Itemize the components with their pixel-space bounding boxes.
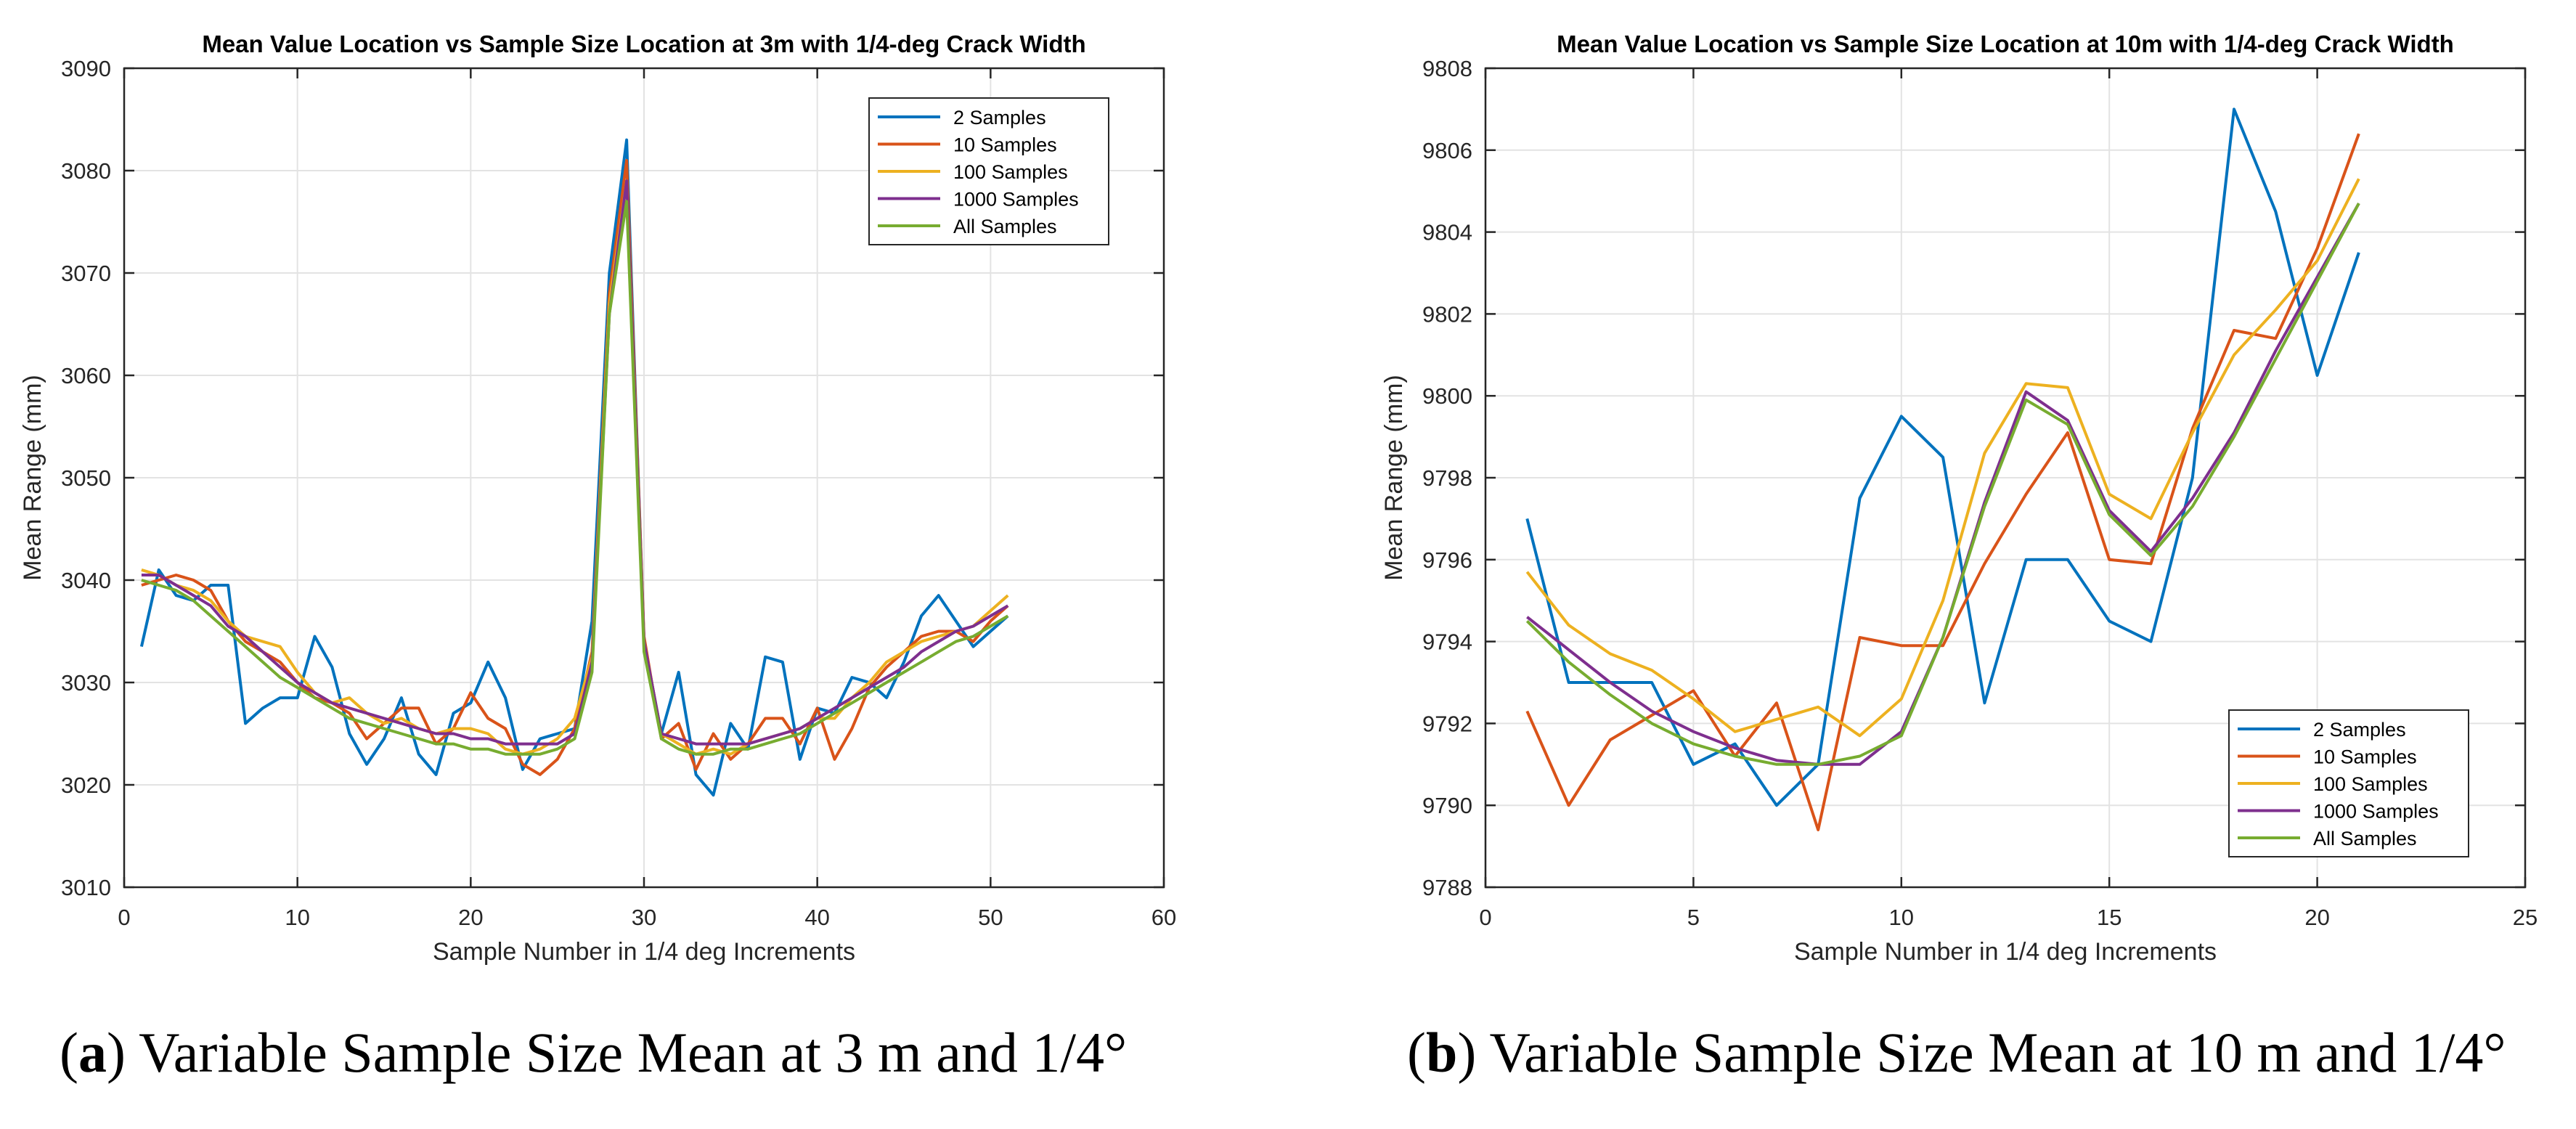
x-tick-label: 50 — [978, 905, 1003, 930]
chart-b: 0 5 10 15 20 25 9788 9790 9792 9794 9796 9798 9800 98… — [1380, 30, 2538, 966]
legend-label: All Samples — [2313, 828, 2417, 849]
y-tick-label: 3080 — [61, 158, 111, 184]
y-axis-label: Mean Range (mm) — [1380, 375, 1408, 580]
y-tick-label: 3050 — [61, 465, 111, 491]
y-tick-label: 3060 — [61, 363, 111, 388]
legend-label: 1000 Samples — [2313, 801, 2439, 823]
caption-a: (a) Variable Sample Size Mean at 3 m and… — [60, 1021, 1128, 1084]
chart-title: Mean Value Location vs Sample Size Locat… — [202, 30, 1085, 57]
x-tick-label: 0 — [1479, 905, 1491, 930]
legend-label: 1000 Samples — [953, 189, 1079, 211]
y-tick-label: 3070 — [61, 261, 111, 286]
caption-b-text: Variable Sample Size Mean at 10 m and 1/… — [1489, 1021, 2506, 1084]
series-line — [1525, 107, 2360, 807]
caption-b-letter: b — [1425, 1021, 1458, 1084]
y-tick-label: 9788 — [1422, 875, 1472, 900]
y-tick-label: 3040 — [61, 568, 111, 593]
y-tick-label: 9790 — [1422, 793, 1472, 818]
legend-label: All Samples — [953, 216, 1057, 237]
y-tick-label: 9804 — [1422, 220, 1472, 245]
x-tick-label: 10 — [1889, 905, 1914, 930]
y-tick-label: 9796 — [1422, 547, 1472, 573]
x-tick-label: 0 — [118, 905, 130, 930]
series-line — [1525, 203, 2360, 766]
x-tick-label: 20 — [2304, 905, 2329, 930]
legend-label: 100 Samples — [953, 161, 1068, 183]
y-tick-label: 9802 — [1422, 301, 1472, 327]
y-tick-label: 3010 — [61, 875, 111, 900]
y-tick-label: 9798 — [1422, 465, 1472, 491]
x-tick-label: 30 — [632, 905, 656, 930]
legend: 2 Samples 10 Samples 100 Samples 1000 Sampl… — [2228, 709, 2469, 857]
y-tick-label: 9792 — [1422, 711, 1472, 736]
series-line — [141, 179, 1009, 756]
caption-b: (b) Variable Sample Size Mean at 10 m an… — [1407, 1021, 2506, 1084]
x-tick-label: 40 — [804, 905, 829, 930]
x-tick-label: 25 — [2513, 905, 2538, 930]
y-tick-label: 9806 — [1422, 138, 1472, 163]
series-line — [141, 200, 1009, 756]
legend-label: 10 Samples — [953, 134, 1057, 156]
legend-label: 10 Samples — [2313, 746, 2417, 768]
chart-title: Mean Value Location vs Sample Size Locat… — [1557, 30, 2454, 57]
y-tick-label: 3030 — [61, 670, 111, 696]
caption-a-text: Variable Sample Size Mean at 3 m and 1/4… — [139, 1021, 1128, 1084]
y-tick-label: 9800 — [1422, 383, 1472, 409]
y-axis-label: Mean Range (mm) — [19, 375, 46, 580]
x-tick-label: 5 — [1687, 905, 1700, 930]
x-tick-label: 20 — [458, 905, 483, 930]
y-tick-label: 3020 — [61, 773, 111, 798]
legend-label: 2 Samples — [2313, 719, 2406, 741]
x-tick-label: 60 — [1152, 905, 1176, 930]
x-tick-label: 10 — [285, 905, 309, 930]
series-line — [1525, 133, 2360, 831]
legend-label: 100 Samples — [2313, 773, 2428, 795]
series-line — [1525, 178, 2360, 738]
y-tick-label: 9794 — [1422, 629, 1472, 655]
y-tick-label: 9808 — [1422, 56, 1472, 81]
y-tick-label: 3090 — [61, 56, 111, 81]
x-axis-label: Sample Number in 1/4 deg Increments — [1794, 938, 2217, 966]
x-tick-label: 15 — [2097, 905, 2121, 930]
legend-label: 2 Samples — [953, 107, 1046, 129]
chart-a: 0 10 20 30 40 50 60301030203030304030503060307… — [19, 30, 1176, 966]
legend: 2 Samples 10 Samples 100 Samples 1000 Sampl… — [868, 97, 1109, 245]
x-axis-label: Sample Number in 1/4 deg Increments — [433, 938, 855, 966]
caption-a-letter: a — [78, 1021, 107, 1084]
